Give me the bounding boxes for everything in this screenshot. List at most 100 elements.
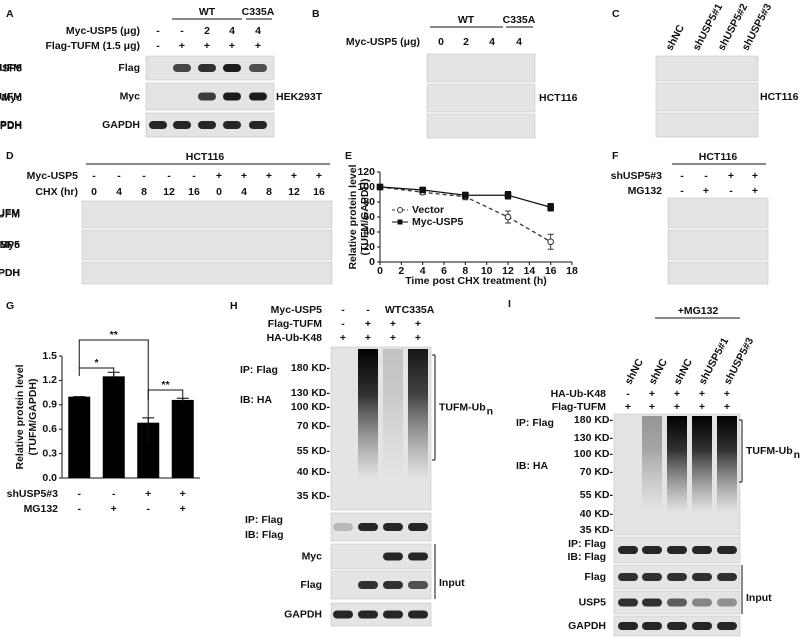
lane-label: + xyxy=(752,170,758,182)
lane-label: C335A xyxy=(402,304,435,316)
lane-label: + xyxy=(145,488,151,500)
lane-label: - xyxy=(729,185,733,197)
cell-line: HEK293T xyxy=(276,91,323,103)
ip-label: IP: Flag xyxy=(568,538,606,550)
panel-letter: I xyxy=(508,298,511,310)
blot-label: GAPDH xyxy=(568,620,606,632)
blot xyxy=(330,602,432,627)
row-label: Myc-USP5 (μg) xyxy=(346,36,420,48)
band xyxy=(408,523,428,531)
lane-label: 8 xyxy=(141,186,147,198)
x-tick-label: 4 xyxy=(420,265,426,277)
bracket xyxy=(78,367,115,378)
y-axis-label: Relative protein level xyxy=(14,364,26,469)
blot-label: GAPDH xyxy=(0,267,20,279)
marker-label: 70 KD- xyxy=(297,420,331,432)
panel-letter: D xyxy=(6,150,14,162)
blot xyxy=(667,197,769,229)
marker-label: 40 KD- xyxy=(297,466,331,478)
marker-label: 180 KD- xyxy=(574,414,614,426)
x-tick-label: 6 xyxy=(441,265,447,277)
y-tick-label: 0 xyxy=(369,256,375,268)
significance: ** xyxy=(161,379,170,391)
band xyxy=(717,573,737,581)
group-label: C335A xyxy=(242,6,275,18)
x-tick-label: 12 xyxy=(502,265,514,277)
band xyxy=(198,121,216,129)
row-label: CHX (hr) xyxy=(35,186,78,198)
lane-label: 4 xyxy=(255,25,261,37)
ib-label: IB: HA xyxy=(516,460,548,472)
row-label: shUSP5#3 xyxy=(7,488,59,500)
cell-line: HCT116 xyxy=(186,151,225,163)
lane-label: 16 xyxy=(313,186,325,198)
lane-label: - xyxy=(156,25,160,37)
blot-label: Myc xyxy=(302,550,323,562)
lane-label: 16 xyxy=(188,186,200,198)
lane-label: - xyxy=(680,170,684,182)
significance: ** xyxy=(110,329,119,341)
blot xyxy=(655,112,759,138)
y-tick-label: 0.9 xyxy=(42,399,57,411)
blot-label: GAPDH xyxy=(102,119,140,131)
smear xyxy=(642,416,662,513)
smear xyxy=(692,416,712,513)
lane-label: - xyxy=(156,40,160,52)
panel-letter: E xyxy=(345,150,352,162)
lane-label: + xyxy=(340,332,346,344)
lane-label: - xyxy=(167,170,171,182)
lane-label: + xyxy=(390,318,396,330)
band xyxy=(692,573,712,581)
x-tick-label: 2 xyxy=(398,265,404,277)
panel-letter: H xyxy=(230,300,238,312)
lane-label: 4 xyxy=(116,186,122,198)
marker-label: 180 KD- xyxy=(291,362,331,374)
lane-label: 12 xyxy=(163,186,175,198)
band xyxy=(358,610,378,619)
blot xyxy=(426,53,536,83)
band xyxy=(223,64,241,72)
marker-label: 40 KD- xyxy=(580,508,614,520)
blot xyxy=(426,113,536,139)
ib-label: IB: Flag xyxy=(245,529,284,541)
y-axis-label: Relative protein level xyxy=(347,164,359,269)
lane-label: + xyxy=(415,332,421,344)
y-tick-label: 1.5 xyxy=(42,350,57,362)
lane-label: - xyxy=(142,170,146,182)
blot xyxy=(81,261,333,285)
marker xyxy=(547,203,554,211)
ib-label: IB: HA xyxy=(240,394,272,406)
marker xyxy=(376,183,384,191)
panel-letter: G xyxy=(6,300,14,312)
blot-label: Flag xyxy=(118,62,140,74)
band xyxy=(717,598,737,607)
band xyxy=(642,546,662,554)
group-label: C335A xyxy=(503,14,536,26)
smear xyxy=(383,349,403,480)
lane-label: + xyxy=(625,401,631,413)
x-tick-label: 8 xyxy=(462,265,468,277)
marker xyxy=(462,191,469,199)
panel-letter: B xyxy=(312,8,320,20)
band xyxy=(249,121,267,129)
cell-line: HCT116 xyxy=(760,91,799,103)
lane-label: + xyxy=(111,503,117,515)
band xyxy=(358,581,378,589)
lane-label: shNC xyxy=(664,23,688,53)
lane-label: + xyxy=(724,401,730,413)
smear xyxy=(358,349,378,480)
lane-label: + xyxy=(216,170,222,182)
y-tick-label: 0.0 xyxy=(42,472,57,484)
blot-label: GAPDH xyxy=(284,608,322,620)
row-label: Myc-USP5 (μg) xyxy=(66,25,140,37)
lane-label: + xyxy=(699,401,705,413)
lane-label: + xyxy=(180,488,186,500)
band xyxy=(408,581,428,589)
blot-label: TUFM xyxy=(0,208,20,220)
panel-letter: C xyxy=(612,8,620,20)
panel-letter: F xyxy=(612,150,619,162)
marker-label: 55 KD- xyxy=(297,445,331,457)
cell-line: HCT116 xyxy=(539,92,578,104)
y-tick-label: 80 xyxy=(363,196,375,208)
lane-label: + xyxy=(703,185,709,197)
